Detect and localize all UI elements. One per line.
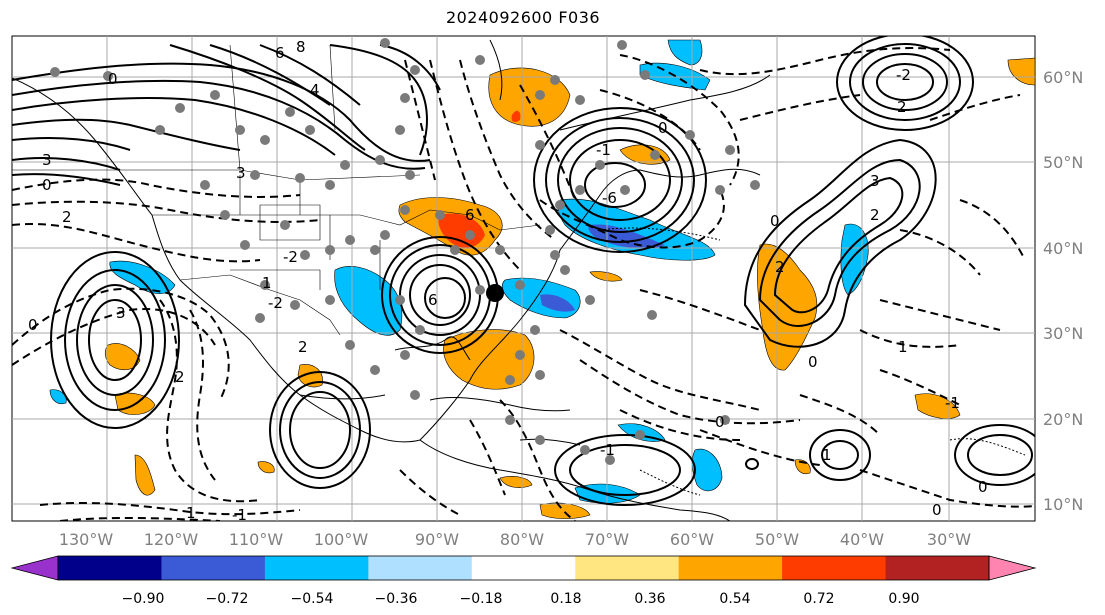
lat-label: 30°N <box>1043 324 1083 343</box>
contour-label: -2 <box>268 294 283 312</box>
lon-label: 100°W <box>314 530 369 549</box>
colorbar-tick: −0.72 <box>206 591 249 607</box>
contour-label: -1 <box>600 441 615 459</box>
observation-dots <box>50 38 760 465</box>
contour-label: 2 <box>175 368 185 386</box>
contour-label: -1 <box>945 394 960 412</box>
colorbar-segment <box>885 556 990 580</box>
colorbar-tick: 0.36 <box>634 591 665 607</box>
colorbar <box>10 555 1037 581</box>
colorbar-extend-max <box>988 555 1037 581</box>
borders <box>12 44 541 336</box>
colorbar-tick: 0.18 <box>550 591 581 607</box>
lon-label: 50°W <box>755 530 799 549</box>
contour-label: 0 <box>808 353 818 371</box>
lat-label: 10°N <box>1043 495 1083 514</box>
lon-label: 40°W <box>840 530 884 549</box>
lon-label: 60°W <box>670 530 714 549</box>
contour-label: 0 <box>658 119 668 137</box>
colorbar-tick: 0.54 <box>719 591 750 607</box>
lon-label: 80°W <box>500 530 544 549</box>
colorbar-segment <box>678 556 783 580</box>
lat-label: 20°N <box>1043 410 1083 429</box>
colorbar-ticks: −0.90 −0.72 −0.54 −0.36 −0.18 0.18 0.36 … <box>122 591 920 607</box>
contour-label: 2 <box>62 208 72 226</box>
contour-label: 0 <box>770 212 780 230</box>
colorbar-segment <box>161 556 266 580</box>
contour-label: -2 <box>283 248 298 266</box>
contour-label: 1 <box>822 446 832 464</box>
lon-label: 110°W <box>229 530 284 549</box>
contour-label: 0 <box>932 501 942 519</box>
contour-label: 0 <box>715 413 725 431</box>
colorbar-outline <box>57 555 990 581</box>
contour-label: 3 <box>116 304 126 322</box>
contour-label: 0 <box>28 316 38 334</box>
contour-label: 8 <box>296 38 306 56</box>
colorbar-extend-min <box>10 555 59 581</box>
contour-label: 0 <box>108 70 118 88</box>
contour-label: 1 <box>186 504 196 522</box>
lat-label: 40°N <box>1043 239 1083 258</box>
map-title: 2024092600 F036 <box>445 8 601 27</box>
positive-contours <box>12 36 1035 506</box>
lon-label: 30°W <box>927 530 971 549</box>
colorbar-segment <box>264 556 369 580</box>
contour-label: -1 <box>596 141 611 159</box>
contour-label: 0 <box>978 478 988 496</box>
colorbar-segment <box>368 556 473 580</box>
contour-label: 3 <box>870 172 880 190</box>
lat-label: 50°N <box>1043 153 1083 172</box>
colorbar-tick: −0.36 <box>375 591 418 607</box>
lon-label: 70°W <box>585 530 629 549</box>
colorbar-tick: −0.18 <box>460 591 503 607</box>
contour-label: 3 <box>42 151 52 169</box>
latitude-labels: 60°N 50°N 40°N 30°N 20°N 10°N <box>1043 68 1083 514</box>
colorbar-tick: 0.72 <box>803 591 834 607</box>
contour-label: 4 <box>310 81 320 99</box>
contour-label: 6 <box>275 44 285 62</box>
contour-label: 3 <box>236 164 246 182</box>
contour-label: 0 <box>42 176 52 194</box>
map-body: 6 8 4 3 0 2 -2 6 6 -6 0 -1 -2 1 2 0 3 2 … <box>12 36 1035 524</box>
contour-label: 6 <box>428 291 438 309</box>
lon-label: 130°W <box>59 530 114 549</box>
contour-label: 2 <box>298 338 308 356</box>
colorbar-tick: −0.54 <box>291 591 334 607</box>
contour-label: 2 <box>870 206 880 224</box>
contour-label: -1 <box>232 506 247 524</box>
lat-label: 60°N <box>1043 68 1083 87</box>
storm-center-marker <box>486 284 504 302</box>
contour-label: 1 <box>262 274 272 292</box>
contour-labels: 6 8 4 3 0 2 -2 6 6 -6 0 -1 -2 1 2 0 3 2 … <box>28 38 988 524</box>
lon-label: 90°W <box>415 530 459 549</box>
colorbar-segment <box>782 556 887 580</box>
colorbar-tick: −0.90 <box>122 591 165 607</box>
contour-label: -2 <box>896 66 911 84</box>
contour-label: -6 <box>602 189 617 207</box>
contour-label: 2 <box>897 98 907 116</box>
contour-label: 2 <box>775 258 785 276</box>
colorbar-segment <box>575 556 680 580</box>
lon-label: 120°W <box>144 530 199 549</box>
contour-label: 1 <box>898 338 908 356</box>
colorbar-segment <box>58 556 162 580</box>
colorbar-segment <box>471 556 576 580</box>
longitude-labels: 130°W 120°W 110°W 100°W 90°W 80°W 70°W 6… <box>59 530 971 549</box>
colorbar-tick: 0.90 <box>888 591 919 607</box>
contour-label: 6 <box>465 206 475 224</box>
